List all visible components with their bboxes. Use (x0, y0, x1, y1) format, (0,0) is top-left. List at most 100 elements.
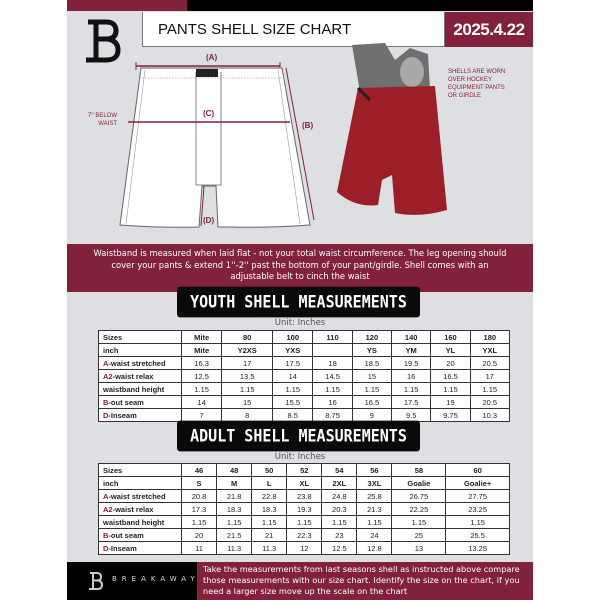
measure-key: D (103, 410, 109, 420)
row-label: A2-waist relax (98, 369, 182, 383)
measure-label: -Inseam (108, 543, 137, 553)
table-row: inch Mite Y2XS YXS YS YM YL YXL (98, 343, 511, 357)
row-label: B-out seam (98, 528, 182, 542)
footer-logo (89, 572, 103, 590)
table-cell: 8.5 (272, 408, 314, 422)
table-cell (312, 343, 353, 357)
measure-label: Sizes (103, 465, 123, 475)
info-banner: Waistband is measured when laid flat - n… (67, 244, 533, 292)
footer-brand-panel (67, 562, 197, 600)
table-cell: 1.15 (251, 515, 288, 529)
table-cell: YXL (469, 343, 511, 357)
table-cell: 22.8 (251, 489, 288, 503)
row-label: A2-waist relax (98, 502, 182, 516)
table-cell: 58 (391, 463, 447, 477)
table-cell: 17 (469, 369, 511, 383)
table-cell: 23.25 (445, 502, 510, 516)
measure-label: -out seam (108, 530, 144, 540)
table-cell: 50 (251, 463, 288, 477)
table-cell: 1.15 (469, 382, 511, 396)
table-cell: 13 (391, 541, 447, 555)
top-bar-accent (67, 0, 187, 11)
table-row: A-waist stretched 16.3 17 17.5 18 18.5 19.5 20 2… (98, 356, 511, 370)
table-cell: 1.15 (391, 515, 447, 529)
table-cell: 1.15 (221, 382, 274, 396)
table-row: A-waist stretched 20.8 21.8 22.8 23.8 24.8 25.… (98, 489, 510, 503)
table-cell: YM (391, 343, 432, 357)
table-row: B-out seam 14 15 15.5 16 16.5 17.5 19 20.5 (98, 395, 511, 409)
table-cell: 19.5 (391, 356, 432, 370)
table-cell: 11.3 (251, 541, 288, 555)
table-cell: 25.5 (445, 528, 510, 542)
label-c: (C) (203, 109, 215, 118)
measure-label: -waist stretched (108, 491, 166, 501)
table-row: inch S M L XL 2XL 3XL Goalie Goalie+ (98, 476, 510, 490)
table-cell: 2XL (321, 476, 358, 490)
measure-label: -Inseam (108, 410, 137, 420)
table-row: B-out seam 20 21.5 21 22.3 23 24 25 25.5 (98, 528, 510, 542)
measure-label: -out seam (108, 397, 144, 407)
table-cell: 1.15 (312, 382, 353, 396)
table-cell: 60 (445, 463, 510, 477)
table-cell: 21.5 (216, 528, 253, 542)
table-cell: 15 (221, 395, 274, 409)
table-cell: Y2XS (221, 343, 274, 357)
table-cell: 3XL (356, 476, 393, 490)
footer-brand: BREAKAWAY (112, 575, 200, 583)
table-cell: 12 (286, 541, 323, 555)
table-cell: 19 (430, 395, 471, 409)
table-cell: 140 (391, 330, 432, 344)
table-cell: M (216, 476, 253, 490)
table-cell: 120 (351, 330, 393, 344)
measure-key: A (103, 358, 109, 368)
measure-label: inch (103, 345, 119, 355)
row-label: Sizes (98, 463, 182, 477)
measure-label: waistband height (103, 384, 165, 394)
table-cell: 12.5 (180, 369, 223, 383)
table-cell: 9.5 (391, 408, 432, 422)
table-cell: 46 (180, 463, 218, 477)
adult-heading: ADULT SHELL MEASUREMENTS (177, 420, 420, 452)
measure-label: Sizes (103, 332, 123, 342)
table-cell: 1.15 (216, 515, 253, 529)
brand-logo (86, 19, 121, 63)
table-cell: 11.3 (216, 541, 253, 555)
table-row: A2-waist relax 17.3 18.3 18.3 19.3 20.3 21.3 22… (98, 502, 510, 516)
table-row: waistband height 1.15 1.15 1.15 1.15 1.15 1.15… (98, 382, 511, 396)
measure-key: D (103, 543, 109, 553)
table-row: Sizes Mite 80 100 110 120 140 160 180 (98, 330, 511, 344)
row-label: A-waist stretched (98, 489, 182, 503)
table-cell: 56 (356, 463, 393, 477)
table-cell: 15.5 (272, 395, 314, 409)
table-cell: YL (430, 343, 471, 357)
table-cell: 25 (391, 528, 447, 542)
table-cell: 80 (221, 330, 274, 344)
table-cell: 20.5 (469, 395, 511, 409)
table-cell: 14 (180, 395, 223, 409)
table-cell: 9.75 (430, 408, 471, 422)
size-chart-page: PANTS SHELL SIZE CHART 2025.4.22 (A) (C)… (67, 0, 533, 600)
youth-heading: YOUTH SHELL MEASUREMENTS (177, 286, 420, 318)
table-cell: 48 (216, 463, 253, 477)
label-d: (D) (203, 216, 215, 225)
table-cell: 20.3 (321, 502, 358, 516)
table-cell: 11 (180, 541, 218, 555)
table-cell: 110 (312, 330, 353, 344)
table-cell: 27.75 (445, 489, 510, 503)
table-cell: 14 (272, 369, 314, 383)
table-cell: 13.25 (445, 541, 510, 555)
table-cell: 20 (430, 356, 471, 370)
row-label: inch (98, 343, 182, 357)
table-cell: Mite (180, 343, 223, 357)
adult-unit: Unit: Inches (274, 452, 326, 462)
table-cell: 26.75 (391, 489, 447, 503)
table-cell: 18.5 (351, 356, 393, 370)
measure-label: waistband height (103, 517, 165, 527)
row-label: Sizes (98, 330, 182, 344)
table-cell: 16 (312, 395, 353, 409)
top-bar (187, 0, 533, 11)
table-cell: 23.8 (286, 489, 323, 503)
table-cell: Mite (180, 330, 223, 344)
table-cell: 17.3 (180, 502, 218, 516)
table-cell: Goalie+ (445, 476, 510, 490)
